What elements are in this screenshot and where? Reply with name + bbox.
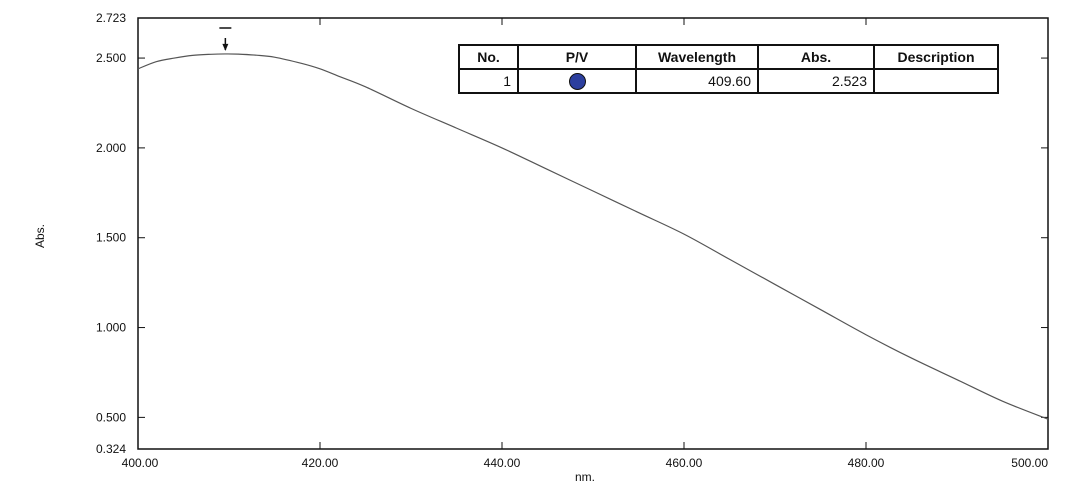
cell-wavelength: 409.60 <box>635 68 759 94</box>
y-tick-label: 0.500 <box>96 410 126 424</box>
cell-pv <box>517 68 637 94</box>
header-description: Description <box>873 44 999 70</box>
peak-table-header-row: No. P/V Wavelength Abs. Description <box>458 44 999 70</box>
y-tick-label: 0.324 <box>96 442 126 456</box>
x-tick-label: 500.00 <box>1011 456 1048 470</box>
peak-dot-icon <box>568 72 586 90</box>
y-tick-label: 1.500 <box>96 231 126 245</box>
cell-no: 1 <box>458 68 519 94</box>
x-tick-label: 420.00 <box>302 456 339 470</box>
header-wavelength: Wavelength <box>635 44 759 70</box>
x-tick-label: 480.00 <box>848 456 885 470</box>
absorbance-curve <box>137 53 1049 420</box>
header-pv: P/V <box>517 44 637 70</box>
peak-arrow-head <box>222 43 229 51</box>
header-abs: Abs. <box>757 44 875 70</box>
x-tick-label: 400.00 <box>122 456 159 470</box>
peak-table: No. P/V Wavelength Abs. Description 1 40… <box>458 44 999 94</box>
header-no: No. <box>458 44 519 70</box>
cell-description <box>873 68 999 94</box>
peak-marker-icon <box>219 27 232 51</box>
y-tick-label: 2.723 <box>96 11 126 25</box>
table-row: 1 409.60 2.523 <box>458 68 999 94</box>
x-axis-title: nm. <box>575 470 595 484</box>
x-tick-label: 460.00 <box>666 456 703 470</box>
y-axis: 0.324 0.500 1.000 1.500 2.000 2.500 2.723 <box>96 11 1048 456</box>
y-tick-label: 1.000 <box>96 321 126 335</box>
x-axis: 400.00 420.00 440.00 460.00 480.00 500.00 <box>122 18 1049 470</box>
cell-abs: 2.523 <box>757 68 875 94</box>
y-tick-label: 2.000 <box>96 141 126 155</box>
plot-frame <box>137 17 1049 450</box>
y-tick-label: 2.500 <box>96 51 126 65</box>
y-axis-title: Abs. <box>33 224 47 248</box>
x-tick-label: 440.00 <box>484 456 521 470</box>
